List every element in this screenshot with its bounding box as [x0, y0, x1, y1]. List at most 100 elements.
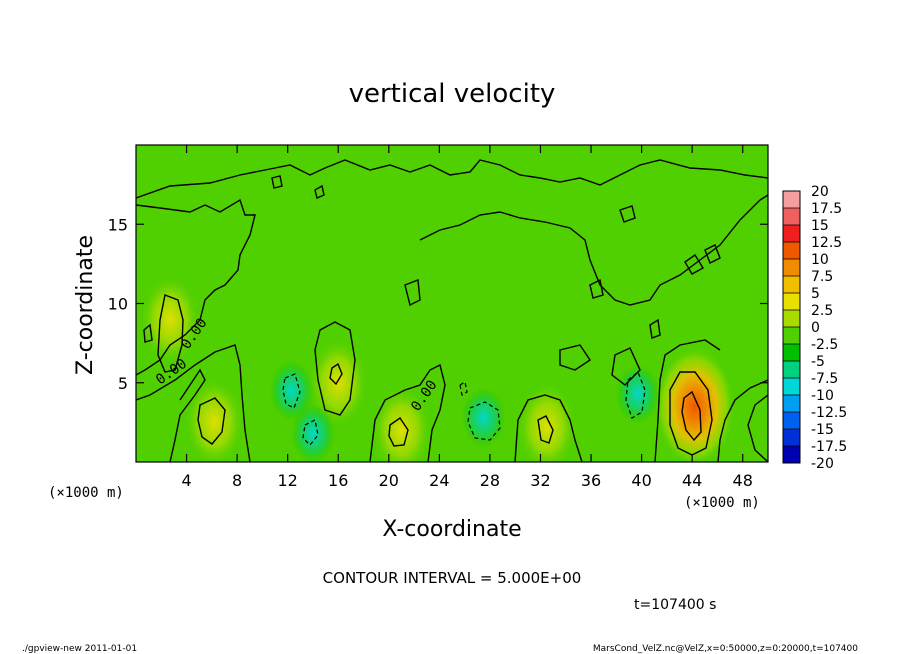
contour-updraft-6 [197, 397, 226, 445]
x-tick-label: 20 [379, 471, 399, 490]
colorbar-swatch [783, 395, 800, 412]
contour-left-edge [143, 323, 153, 343]
colorbar-label: 5 [811, 286, 820, 302]
field-updraft-5 [654, 346, 735, 462]
contour-downdraft-28 [467, 401, 501, 441]
field-downdraft-9 [615, 363, 660, 424]
colorbar-swatch [783, 378, 800, 395]
colorbar-label: -15 [811, 422, 834, 438]
contour-updraft-6-outer [169, 368, 206, 462]
contour-downdraft-14 [302, 419, 319, 446]
contour-zero-top [136, 159, 768, 199]
colorbar-label: -17.5 [811, 439, 847, 455]
x-tick-label: 8 [232, 471, 242, 490]
x-tick-label: 40 [631, 471, 651, 490]
contour-mid-blob-3 [559, 344, 591, 371]
y-tick-label: 10 [108, 295, 128, 314]
contour-updraft-16-core [329, 362, 343, 386]
colorbar: 2017.51512.5107.552.50-2.5-5-7.5-10-12.5… [782, 184, 847, 472]
y-tick-label: 5 [118, 374, 128, 393]
contour-top-blob-1 [271, 175, 283, 189]
field-updraft-1 [184, 377, 245, 462]
contour-updraft-32-core [537, 415, 554, 444]
x-unit-left: (×1000 m) [48, 485, 124, 501]
contour-downdraft-small [459, 381, 468, 396]
contour-mid-blob-2 [589, 278, 604, 299]
colorbar-label: 0 [811, 320, 820, 336]
contour-top-blob-5 [704, 244, 721, 264]
y-axis-label: Z-coordinate [73, 235, 98, 375]
colorbar-swatch [783, 259, 800, 276]
contour-interval: CONTOUR INTERVAL = 5.000E+00 [323, 569, 582, 587]
colorbar-swatch [783, 293, 800, 310]
colorbar-label: -20 [811, 456, 834, 472]
contour-updraft-44 [669, 371, 713, 456]
contour-updraft-44-outer [654, 339, 721, 462]
colorbar-label: 12.5 [811, 235, 842, 251]
colorbar-label: 15 [811, 218, 829, 234]
colorbar-swatch [783, 242, 800, 259]
colorbar-label: 10 [811, 252, 829, 268]
contour-top-blob-4 [684, 254, 704, 275]
time-label: t=107400 s [634, 597, 716, 613]
footer-right: MarsCond_VelZ.nc@VelZ,x=0:50000,z=0:2000… [593, 644, 858, 654]
contour-updraft-44-inner [681, 390, 702, 442]
colorbar-swatch [783, 344, 800, 361]
colorbar-label: -5 [811, 354, 825, 370]
colorbar-label: -2.5 [811, 337, 838, 353]
field-updraft-3 [371, 385, 432, 462]
colorbar-label: -7.5 [811, 371, 838, 387]
contour-updraft-16 [314, 321, 356, 416]
chart-title: vertical velocity [349, 79, 556, 109]
contour-updraft-32 [514, 394, 583, 462]
colorbar-swatch [783, 208, 800, 225]
contour-downdraft-12 [282, 373, 301, 409]
contour-top-blob-2 [314, 184, 325, 199]
colorbar-label: 20 [811, 184, 829, 200]
field-downdraft-7 [290, 403, 335, 462]
x-tick-label: 24 [429, 471, 449, 490]
colorbar-swatch [783, 327, 800, 344]
contour-updraft-21-core [388, 417, 409, 447]
x-tick-label: 44 [682, 471, 702, 490]
colorbar-swatch [783, 361, 800, 378]
contour-updraft-left [157, 294, 184, 373]
field-downdraft-6 [269, 360, 314, 421]
colorbar-label: -12.5 [811, 405, 847, 421]
colorbar-swatch [783, 446, 800, 463]
x-tick-label: 16 [328, 471, 348, 490]
x-unit-right: (×1000 m) [684, 495, 760, 511]
colorbar-swatch [783, 225, 800, 242]
contour-mid-blob-4 [611, 347, 641, 386]
contour-zero-right2 [747, 394, 768, 462]
x-tick-label: 4 [181, 471, 191, 490]
colorbar-label: 17.5 [811, 201, 842, 217]
colorbar-label: 7.5 [811, 269, 833, 285]
y-tick-label: 15 [108, 215, 128, 234]
colorbar-label: -10 [811, 388, 834, 404]
colorbar-swatch [783, 412, 800, 429]
contour-zero-mid [419, 194, 768, 306]
colorbar-swatch [783, 191, 800, 208]
x-tick-label: 32 [530, 471, 550, 490]
contour-updraft-left-outer [136, 344, 251, 462]
x-tick-label: 12 [278, 471, 298, 490]
field-updraft-0 [140, 274, 201, 365]
colorbar-swatch [783, 310, 800, 327]
contour-lines [136, 159, 768, 462]
contour-downdraft-40 [625, 371, 646, 419]
contour-mid-blob-5 [649, 318, 661, 339]
colorbar-swatch [783, 429, 800, 446]
contour-lines-dashed [282, 371, 646, 446]
plot-area: 0.00 0.00 0.00 [135, 144, 769, 463]
contour-zero-right [717, 379, 768, 462]
colorbar-swatch [783, 276, 800, 293]
contour-updraft-21 [369, 363, 446, 462]
x-tick-label: 28 [480, 471, 500, 490]
colorbar-label: 2.5 [811, 303, 833, 319]
footer-left: ./gpview-new 2011-01-01 [22, 644, 137, 654]
x-tick-label: 48 [733, 471, 753, 490]
x-axis-label: X-coordinate [382, 517, 521, 542]
